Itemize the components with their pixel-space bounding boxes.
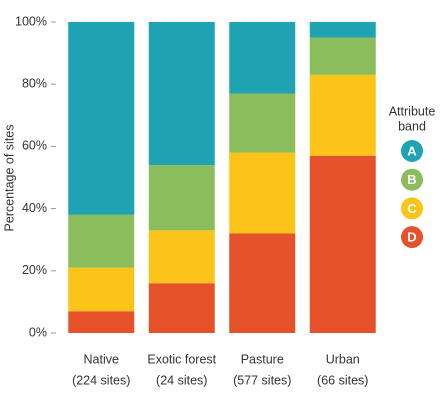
legend-label: C [407, 201, 417, 216]
legend-label: D [407, 230, 416, 245]
x-tick-label: Urban [326, 352, 360, 366]
x-tick-label: (24 sites) [156, 373, 207, 387]
x-tick-label: Pasture [241, 352, 284, 366]
bar-segment [229, 22, 296, 94]
y-tick-label: 80% [22, 76, 47, 90]
y-axis-label: Percentage of sites [2, 124, 16, 231]
legend-label: B [407, 172, 416, 187]
y-tick-label: 0% [29, 325, 47, 339]
y-tick-label: 20% [22, 263, 47, 277]
y-tick-label: 40% [22, 201, 47, 215]
bar-segment [309, 22, 376, 38]
y-tick-label: 60% [22, 139, 47, 153]
legend-title: band [398, 119, 426, 133]
bar-segment [148, 230, 215, 284]
x-tick-label: Exotic forest [147, 352, 216, 366]
bar-segment [309, 74, 376, 156]
bar-segment [309, 37, 376, 75]
bar-segment [148, 165, 215, 231]
bar-segment [229, 152, 296, 234]
bar-segment [148, 283, 215, 333]
x-tick-label: (224 sites) [72, 373, 130, 387]
legend-title: Attribute [389, 104, 436, 118]
y-tick-label: 100% [15, 14, 47, 28]
bar-segment [309, 155, 376, 333]
legend-marker [401, 226, 423, 249]
x-tick-label: (577 sites) [233, 373, 291, 387]
bar-segment [68, 22, 135, 215]
bar-segment [68, 267, 135, 312]
x-tick-label: Native [84, 352, 119, 366]
bar-segment [229, 93, 296, 153]
legend-label: A [407, 143, 417, 158]
bar-segment [229, 233, 296, 333]
bar-segment [68, 214, 135, 268]
legend-marker [401, 168, 423, 191]
legend-marker [401, 140, 423, 162]
bar-segment [68, 311, 135, 333]
legend-marker [401, 197, 423, 220]
x-tick-label: (66 sites) [317, 373, 368, 387]
bar-segment [148, 22, 215, 166]
